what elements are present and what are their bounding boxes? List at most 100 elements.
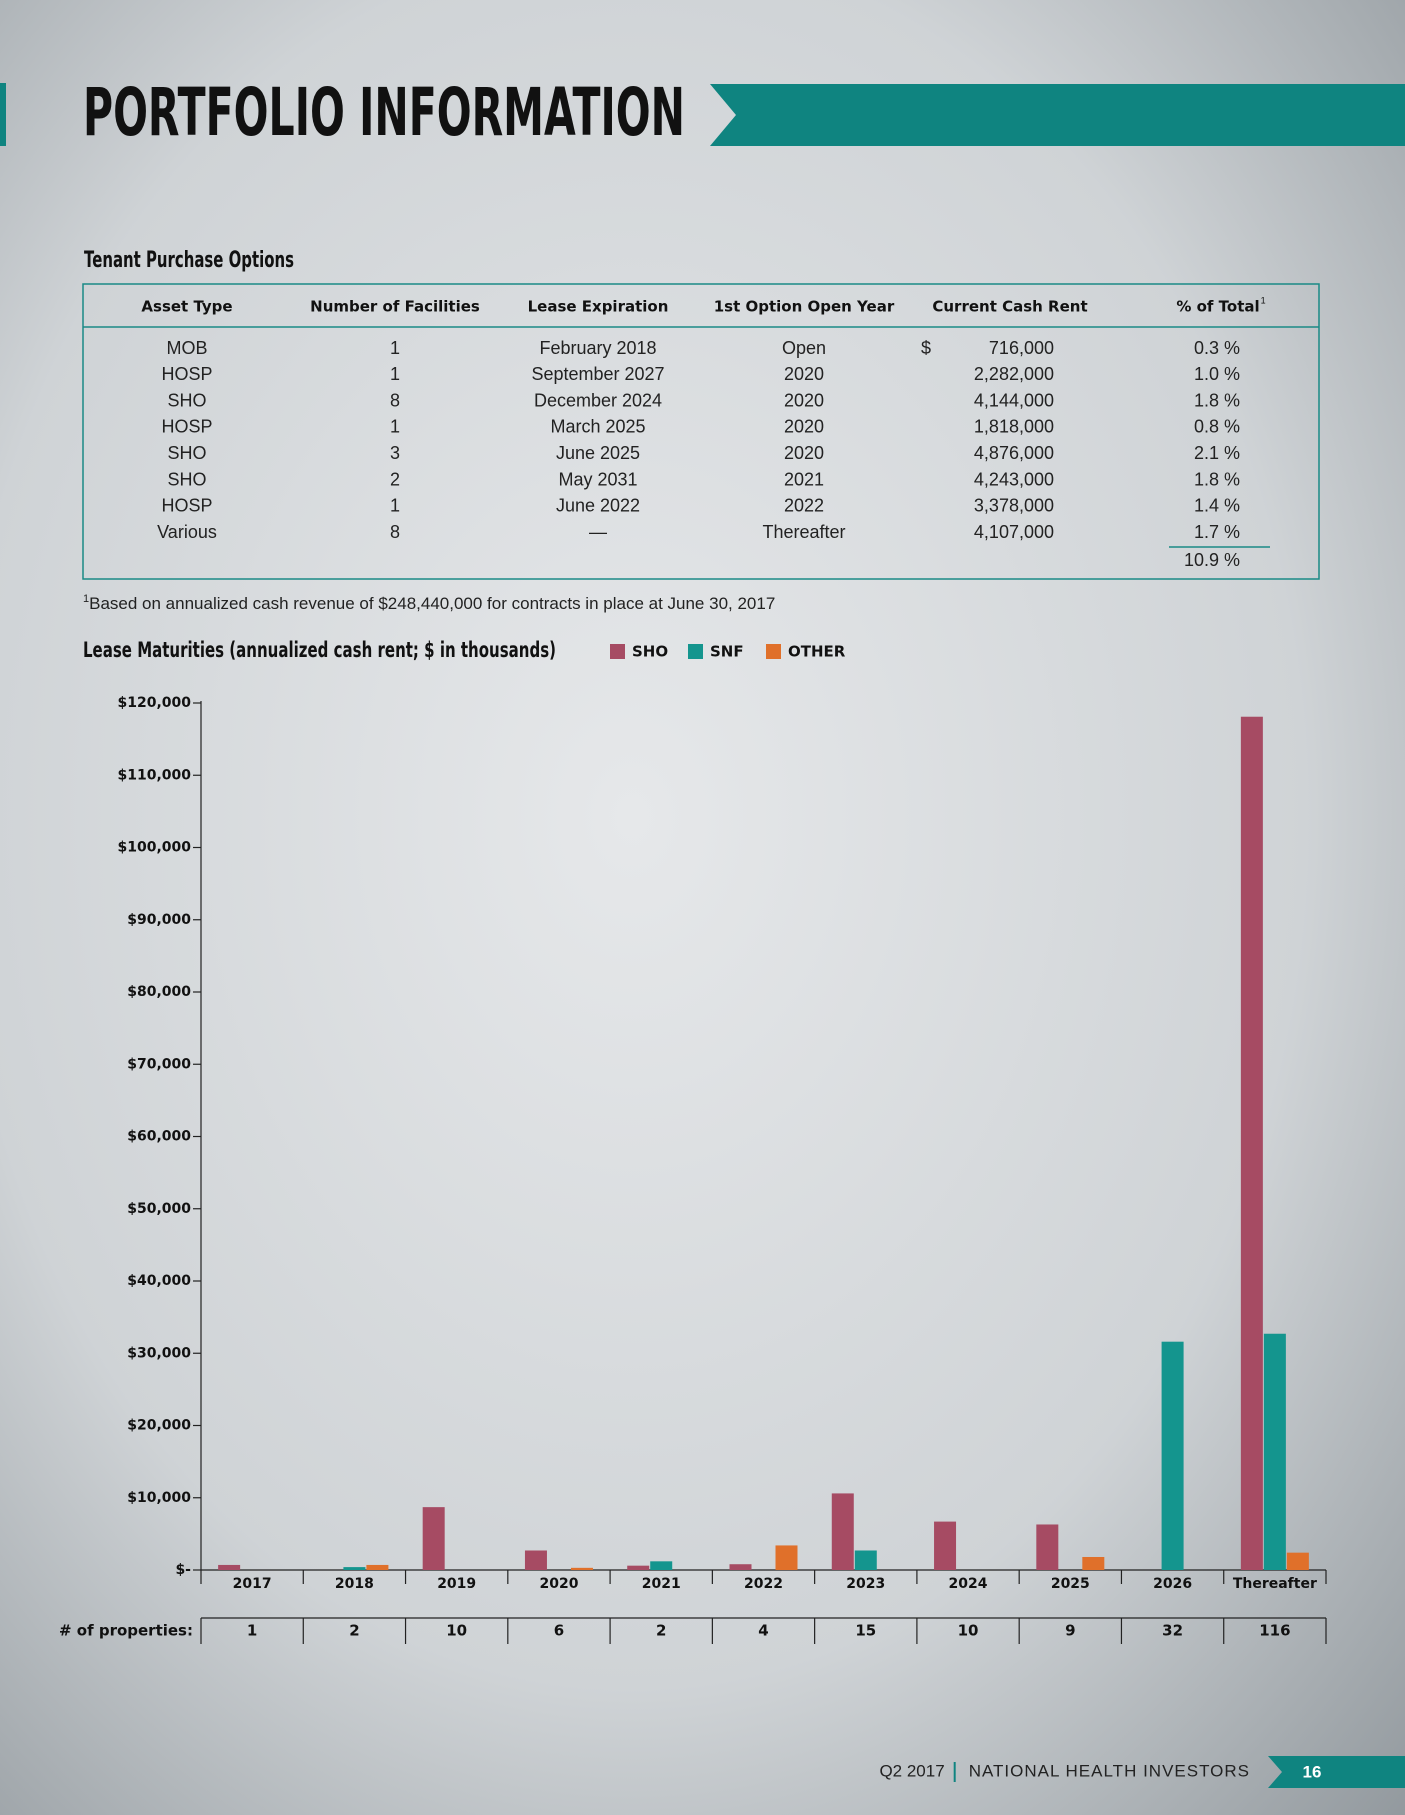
table-cell: September 2027: [531, 364, 664, 384]
page-number: 16: [1303, 1762, 1322, 1781]
column-header: Number of Facilities: [310, 298, 480, 316]
footnote-marker: 1: [83, 593, 89, 605]
y-tick-label: $30,000: [127, 1345, 191, 1361]
y-tick-label: $60,000: [127, 1129, 191, 1145]
x-tick-label: 2024: [949, 1576, 988, 1592]
table-cell: June 2025: [556, 443, 640, 463]
legend-label: OTHER: [788, 643, 846, 661]
y-tick-label: $-: [175, 1562, 191, 1578]
table-cell: February 2018: [539, 338, 656, 358]
table-cell: 8: [390, 390, 400, 410]
bar: [854, 1550, 877, 1570]
table-cell: December 2024: [534, 390, 662, 410]
property-count: 116: [1259, 1622, 1290, 1640]
table-cell: 2021: [784, 469, 824, 489]
table: Asset Type Number of Facilities Lease Expi…: [141, 295, 1270, 570]
bar: [1263, 1333, 1286, 1570]
bar: [650, 1561, 673, 1570]
table-cell: 0.8 %: [1194, 417, 1240, 437]
table-cell: 1.4 %: [1194, 496, 1240, 516]
table-title: Tenant Purchase Options: [84, 248, 294, 273]
property-count: 2: [656, 1622, 666, 1640]
table-cell: 1,818,000: [974, 417, 1054, 437]
bar: [1286, 1552, 1309, 1570]
table-cell: 1.8 %: [1194, 390, 1240, 410]
table-cell: 2022: [784, 496, 824, 516]
table-cell: 2020: [784, 443, 824, 463]
bar: [524, 1550, 547, 1570]
footer-company: NATIONAL HEALTH INVESTORS: [969, 1761, 1250, 1780]
header-band: [710, 84, 1405, 146]
table-cell: SHO: [167, 469, 206, 489]
property-count: 1: [247, 1622, 257, 1640]
legend-label: SHO: [632, 643, 668, 661]
bar: [366, 1564, 389, 1570]
table-cell: SHO: [167, 443, 206, 463]
property-count: 9: [1065, 1622, 1075, 1640]
y-tick-label: $10,000: [127, 1490, 191, 1506]
x-tick-label: Thereafter: [1233, 1576, 1317, 1592]
y-tick-label: $90,000: [127, 912, 191, 928]
bar: [570, 1567, 593, 1570]
bar: [627, 1565, 650, 1570]
x-tick-label: 2018: [335, 1576, 374, 1592]
y-tick-label: $70,000: [127, 1056, 191, 1072]
legend-swatch: [688, 644, 703, 659]
properties-label: # of properties:: [59, 1622, 193, 1640]
table-cell: SHO: [167, 390, 206, 410]
bar: [343, 1567, 366, 1570]
y-tick-label: $50,000: [127, 1201, 191, 1217]
property-count: 2: [349, 1622, 359, 1640]
chart: SHO SNF OTHER $- $10,000 $20,000 $30,000 $40,00…: [59, 643, 1327, 1644]
legend-swatch: [766, 644, 781, 659]
table-frame: [82, 283, 1320, 580]
table-cell: 4,243,000: [974, 469, 1054, 489]
table-cell: 1: [390, 496, 400, 516]
page-number-tab: [1268, 1756, 1405, 1788]
bar: [831, 1493, 854, 1570]
table-cell: 8: [390, 522, 400, 542]
column-header: 1st Option Open Year: [714, 298, 895, 316]
x-tick-label: 2019: [437, 1576, 476, 1592]
x-tick-label: 2026: [1153, 1576, 1192, 1592]
footer-period: Q2 2017: [879, 1761, 944, 1780]
table-cell: —: [589, 522, 607, 542]
column-header: Asset Type: [141, 298, 232, 316]
legend-label: SNF: [710, 643, 744, 661]
table-cell: 4,876,000: [974, 443, 1054, 463]
footnote: 1Based on annualized cash revenue of $24…: [83, 593, 775, 614]
property-count: 32: [1162, 1622, 1183, 1640]
bar: [422, 1507, 445, 1570]
column-header: Current Cash Rent: [932, 298, 1087, 316]
table-cell: 1.7 %: [1194, 522, 1240, 542]
table-total: 10.9 %: [1184, 550, 1240, 570]
bar: [1240, 716, 1263, 1570]
bar: [934, 1521, 957, 1570]
table-cell: 3: [390, 443, 400, 463]
chart-title: Lease Maturities (annualized cash rent; …: [83, 638, 556, 662]
property-count: 15: [855, 1622, 876, 1640]
table-cell: 1.0 %: [1194, 364, 1240, 384]
header-accent: [0, 83, 6, 146]
table-cell: 2.1 %: [1194, 443, 1240, 463]
table-cell: Various: [157, 522, 217, 542]
table-cell: HOSP: [161, 364, 212, 384]
table-cell: 1: [390, 338, 400, 358]
property-count: 6: [554, 1622, 564, 1640]
table-cell: Open: [782, 338, 826, 358]
bar: [1161, 1341, 1184, 1570]
legend-swatch: [610, 644, 625, 659]
column-header: % of Total: [1176, 298, 1259, 316]
x-tick-label: 2017: [233, 1576, 272, 1592]
table-cell: MOB: [166, 338, 207, 358]
table-cell: 1: [390, 417, 400, 437]
currency-symbol: $: [921, 338, 931, 358]
table-cell: HOSP: [161, 496, 212, 516]
property-count: 10: [446, 1622, 467, 1640]
table-cell: March 2025: [550, 417, 645, 437]
y-tick-label: $80,000: [127, 984, 191, 1000]
table-cell: 716,000: [989, 338, 1054, 358]
bar: [729, 1564, 752, 1570]
x-tick-label: 2020: [539, 1576, 578, 1592]
